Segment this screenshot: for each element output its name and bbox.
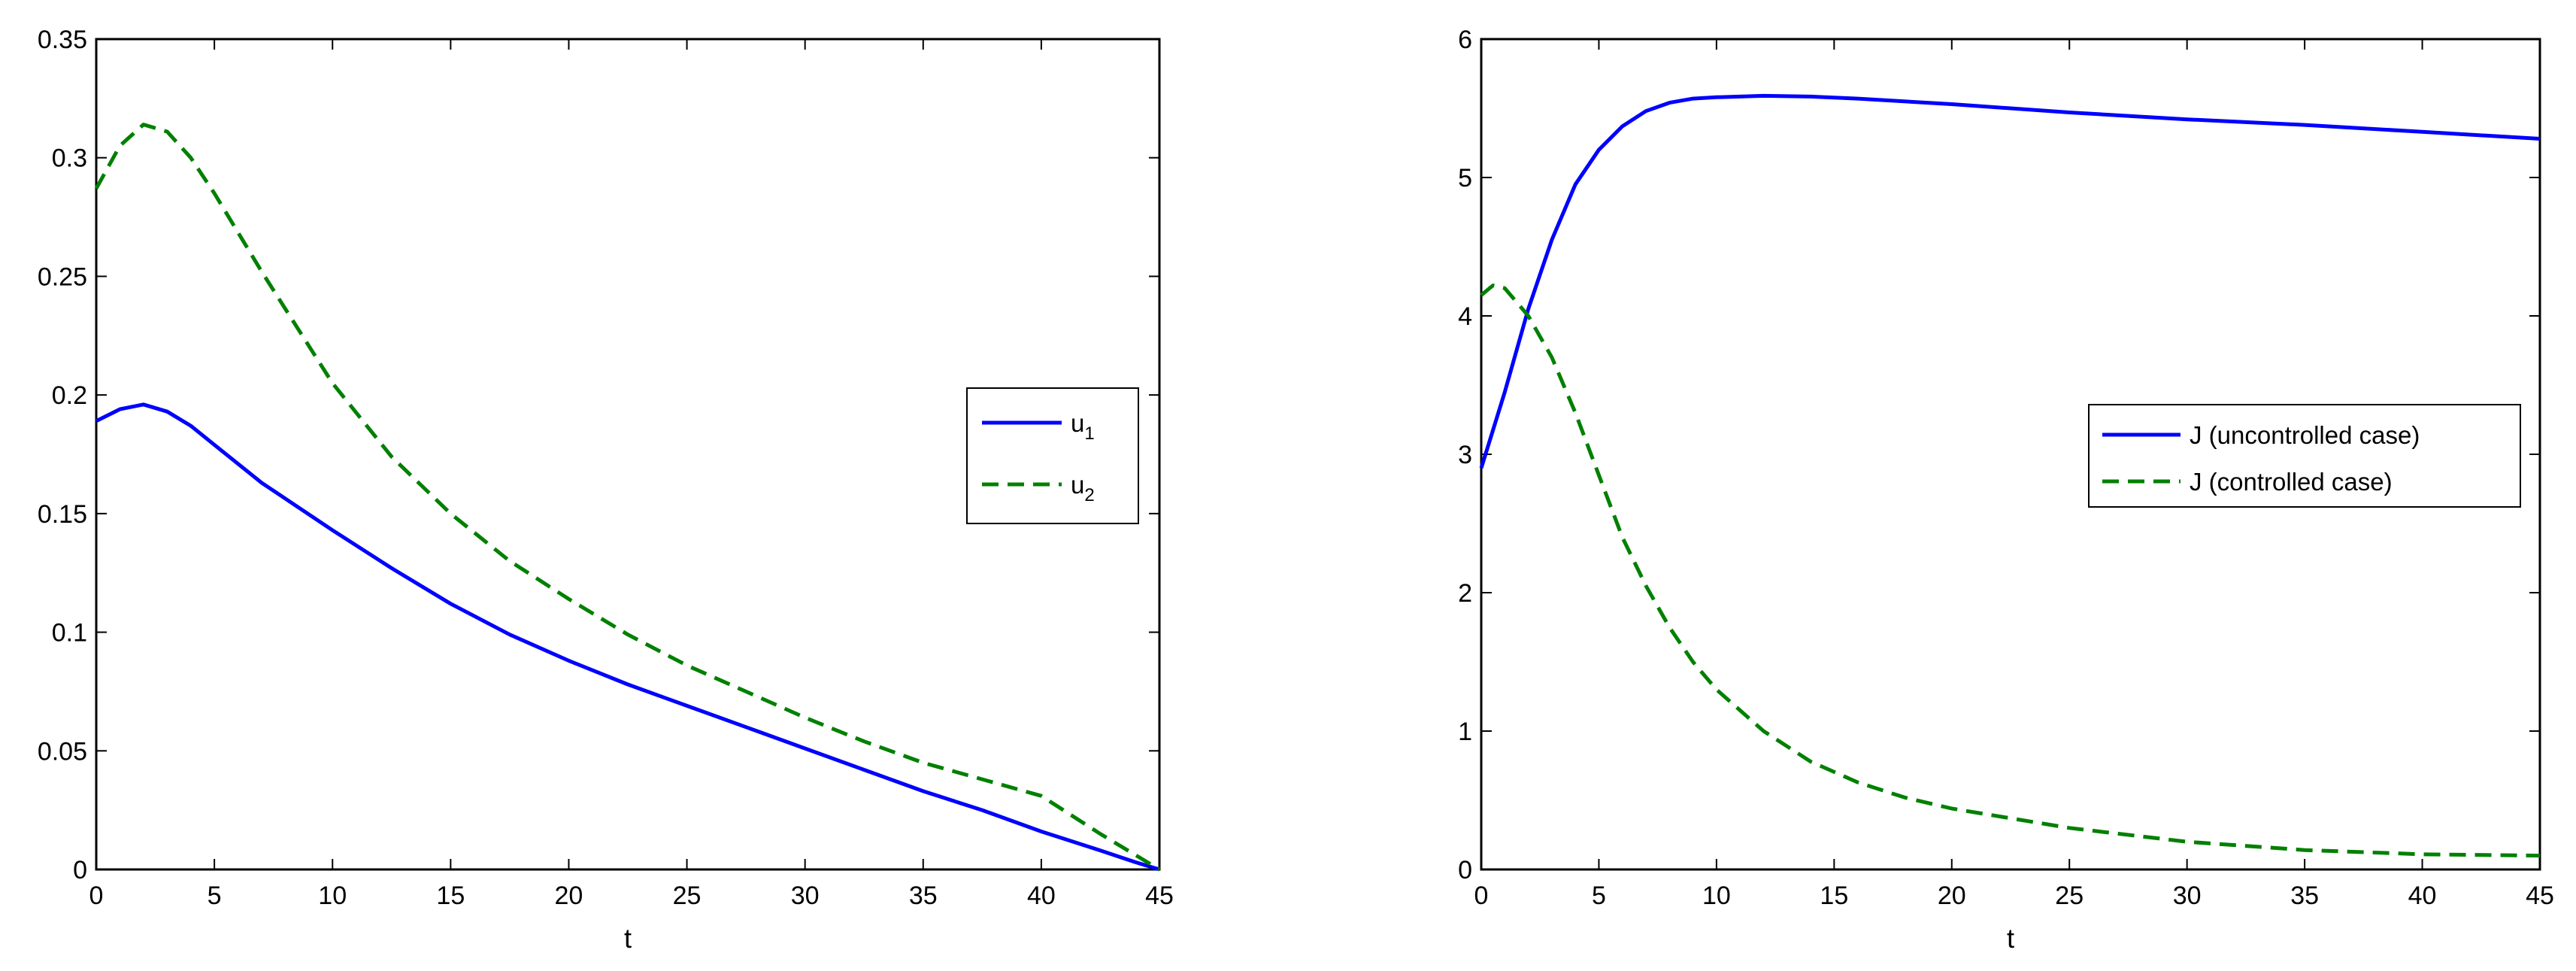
right-y-tick-label: 2 <box>1458 579 1472 608</box>
left-x-tick-label: 5 <box>208 881 222 910</box>
left-x-tick-label: 25 <box>673 881 702 910</box>
left-series-line-0 <box>95 402 1160 872</box>
left-legend-box <box>966 387 1139 524</box>
left-legend-label-u1: u1 <box>1071 409 1095 444</box>
right-x-tick-label: 40 <box>2408 881 2437 910</box>
right-x-tick-label: 15 <box>1820 881 1848 910</box>
left-x-tick-label: 0 <box>89 881 104 910</box>
right-x-tick-label: 0 <box>1474 881 1489 910</box>
right-x-tick-label: 10 <box>1702 881 1731 910</box>
right-legend: J (uncontrolled case) J (controlled case… <box>2088 404 2521 508</box>
left-y-tick-label: 0.05 <box>38 737 87 766</box>
left-x-tick-label: 15 <box>436 881 465 910</box>
left-x-tick-label: 30 <box>791 881 820 910</box>
left-y-ticks: 0 0.05 0.1 0.15 0.2 0.25 0.3 0.35 <box>38 26 1159 885</box>
right-y-ticks: 0 1 2 3 4 5 6 <box>1458 26 2540 885</box>
right-legend-label-controlled: J (controlled case) <box>2190 468 2393 496</box>
left-x-ticks: 0 5 10 15 20 25 30 35 40 45 <box>89 39 1174 910</box>
right-legend-box <box>2088 404 2521 508</box>
left-y-tick-label: 0 <box>73 856 87 885</box>
right-series-line-1 <box>1480 284 2541 858</box>
left-x-tick-label: 45 <box>1145 881 1174 910</box>
right-y-tick-label: 6 <box>1458 26 1472 54</box>
right-y-tick-label: 0 <box>1458 856 1472 885</box>
left-y-tick-label: 0.1 <box>52 619 87 648</box>
left-y-tick-label: 0.15 <box>38 500 87 529</box>
right-y-tick-label: 1 <box>1458 718 1472 746</box>
right-y-tick-label: 5 <box>1458 164 1472 193</box>
right-legend-label-uncontrolled: J (uncontrolled case) <box>2190 421 2420 449</box>
right-series-line-0 <box>1479 93 2541 469</box>
right-x-tick-label: 30 <box>2173 881 2202 910</box>
right-x-tick-label: 20 <box>1938 881 1966 910</box>
left-x-tick-label: 10 <box>318 881 347 910</box>
left-legend-label-u2: u2 <box>1071 471 1095 505</box>
right-x-axis-label: t <box>2007 923 2014 954</box>
left-y-tick-label: 0.35 <box>38 26 87 54</box>
right-x-tick-label: 45 <box>2526 881 2554 910</box>
right-series-lines <box>1479 93 2541 858</box>
right-x-tick-label: 5 <box>1592 881 1606 910</box>
left-y-tick-label: 0.2 <box>52 381 87 410</box>
left-x-tick-label: 40 <box>1027 881 1056 910</box>
left-x-tick-label: 20 <box>555 881 583 910</box>
left-x-axis-label: t <box>624 923 632 954</box>
left-x-tick-label: 35 <box>909 881 938 910</box>
right-x-ticks: 0 5 10 15 20 25 30 35 40 45 <box>1474 39 2554 910</box>
left-series-line-1 <box>94 123 1161 872</box>
left-y-tick-label: 0.25 <box>38 262 87 291</box>
right-x-tick-label: 25 <box>2055 881 2084 910</box>
left-series-lines <box>94 123 1161 872</box>
right-y-tick-label: 4 <box>1458 302 1472 331</box>
left-chart-panel: 0 5 10 15 20 25 30 35 40 45 0 0.05 0.1 0.15 0.2 0.25 0.… <box>38 26 1174 954</box>
left-legend: u1 u2 <box>966 387 1139 524</box>
left-y-tick-label: 0.3 <box>52 144 87 173</box>
right-x-tick-label: 35 <box>2290 881 2319 910</box>
right-y-tick-label: 3 <box>1458 441 1472 469</box>
